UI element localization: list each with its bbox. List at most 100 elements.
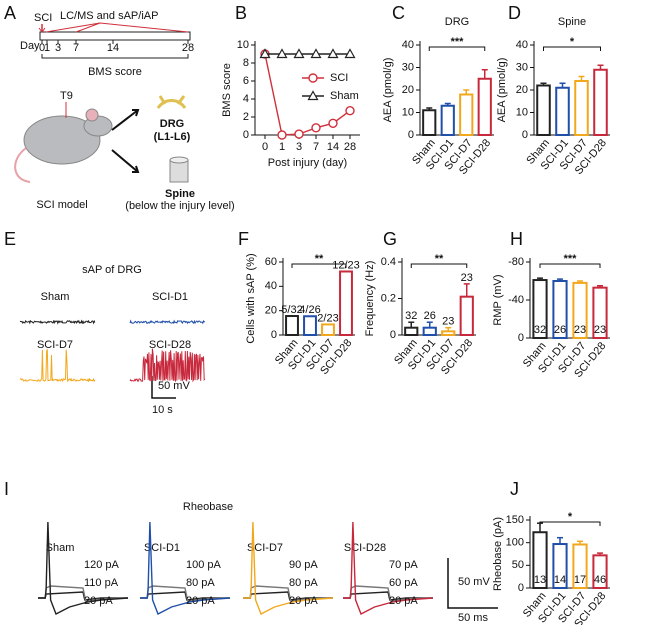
panel-letter: B bbox=[235, 3, 247, 23]
x-tick-label: 7 bbox=[313, 141, 319, 153]
drg-range: (L1-L6) bbox=[154, 131, 191, 143]
sci-arrow-head bbox=[38, 27, 46, 33]
bar bbox=[321, 323, 335, 337]
n-label: 46 bbox=[594, 574, 606, 586]
arrow-drg bbox=[111, 109, 140, 131]
x-tick-label: 28 bbox=[344, 141, 356, 153]
current-label: 20 pA bbox=[289, 595, 318, 607]
group-label: SCI-D1 bbox=[144, 542, 180, 554]
legend-marker bbox=[307, 90, 319, 101]
scale-bar-e bbox=[151, 376, 176, 399]
y-axis-label: BMS score bbox=[221, 63, 233, 117]
bar bbox=[477, 77, 492, 136]
assay-lines bbox=[45, 22, 189, 33]
sci-label: SCI bbox=[34, 12, 52, 24]
x-tick-label: 14 bbox=[327, 141, 339, 153]
chart-title: Spine bbox=[558, 16, 586, 28]
panel-letter: E bbox=[4, 229, 16, 249]
current-label: 70 pA bbox=[389, 559, 418, 571]
significance-label: ** bbox=[315, 253, 324, 265]
y-tick-label: 40 bbox=[402, 39, 414, 51]
spine-label: Spine bbox=[165, 188, 195, 200]
day-tick: 1 bbox=[44, 42, 50, 54]
scale-label: 50 mV bbox=[458, 576, 490, 588]
point bbox=[293, 48, 305, 59]
scale-bar-i bbox=[447, 558, 498, 609]
bar bbox=[459, 93, 474, 136]
current-label: 120 pA bbox=[84, 559, 120, 571]
day-tick: 3 bbox=[55, 42, 61, 54]
current-label: 80 pA bbox=[289, 577, 318, 589]
group-label: Sham bbox=[41, 291, 70, 303]
y-tick-label: 20 bbox=[516, 84, 528, 96]
n-label: 17 bbox=[574, 574, 586, 586]
legend-marker bbox=[308, 73, 318, 83]
group-label: SCI-D7 bbox=[37, 339, 73, 351]
drg-label: DRG bbox=[160, 118, 184, 130]
mouse-body bbox=[23, 115, 101, 165]
rheobase-trace bbox=[343, 521, 434, 615]
y-tick-label: 40 bbox=[516, 39, 528, 51]
day-tick: 0 bbox=[39, 42, 45, 54]
value-label: 5/32 bbox=[281, 304, 302, 316]
spine-note: (below the injury level) bbox=[125, 200, 234, 212]
y-tick-label: 30 bbox=[516, 61, 528, 73]
current-label: 20 pA bbox=[84, 595, 113, 607]
significance-bracket bbox=[543, 46, 601, 51]
y-tick-label: 40 bbox=[265, 280, 277, 292]
t9-label: T9 bbox=[60, 90, 73, 102]
n-label: 14 bbox=[554, 574, 566, 586]
y-tick-label: 0 bbox=[271, 329, 277, 341]
n-label: 32 bbox=[534, 324, 546, 336]
y-tick-label: -80 bbox=[508, 256, 524, 268]
n-label: 23 bbox=[574, 324, 586, 336]
y-axis-label: AEA (pmol/g) bbox=[382, 58, 394, 123]
point bbox=[277, 130, 287, 140]
x-axis-label: Post injury (day) bbox=[268, 157, 347, 169]
group-label: Sham bbox=[46, 542, 75, 554]
bms-label: BMS score bbox=[88, 66, 142, 78]
y-tick-label: 20 bbox=[265, 305, 277, 317]
legend-label: SCI bbox=[330, 72, 348, 84]
y-tick-label: 8 bbox=[243, 57, 249, 69]
rheobase-trace bbox=[243, 521, 334, 615]
significance-bracket bbox=[539, 263, 601, 268]
day-label: Day bbox=[20, 40, 40, 52]
bar bbox=[555, 86, 570, 136]
n-label: 23 bbox=[461, 272, 473, 284]
scale-label: 10 s bbox=[152, 404, 173, 416]
legend-label: Sham bbox=[330, 90, 359, 102]
point bbox=[327, 48, 339, 59]
n-label: 23 bbox=[442, 316, 454, 328]
trace bbox=[20, 349, 96, 383]
n-label: 13 bbox=[534, 574, 546, 586]
significance-label: *** bbox=[451, 36, 465, 48]
panel-letter: I bbox=[4, 479, 9, 499]
point bbox=[345, 105, 355, 116]
trace bbox=[129, 348, 206, 383]
bar bbox=[404, 326, 419, 337]
point bbox=[259, 48, 271, 59]
spine-icon-top bbox=[169, 156, 189, 164]
y-tick-label: 10 bbox=[516, 106, 528, 118]
value-label: 2/23 bbox=[317, 312, 338, 324]
panel-letter: D bbox=[508, 3, 521, 23]
significance-bracket bbox=[291, 263, 347, 268]
chart-title: DRG bbox=[445, 16, 469, 28]
significance-label: * bbox=[568, 511, 573, 523]
y-axis-label: Frequency (Hz) bbox=[364, 261, 376, 337]
point bbox=[310, 48, 322, 59]
significance-bracket bbox=[428, 46, 486, 51]
trace bbox=[19, 319, 96, 325]
panel-letter: C bbox=[392, 3, 405, 23]
significance-bracket bbox=[410, 263, 468, 268]
day-tick: 28 bbox=[182, 42, 194, 54]
point bbox=[311, 123, 321, 133]
bar bbox=[441, 330, 456, 337]
y-tick-label: 50 bbox=[512, 559, 524, 571]
panel-title: Rheobase bbox=[183, 501, 233, 513]
panel-letter: H bbox=[510, 229, 523, 249]
group-label: SCI-D28 bbox=[149, 339, 191, 351]
model-label: SCI model bbox=[36, 199, 87, 211]
y-tick-label: 0 bbox=[522, 129, 528, 141]
